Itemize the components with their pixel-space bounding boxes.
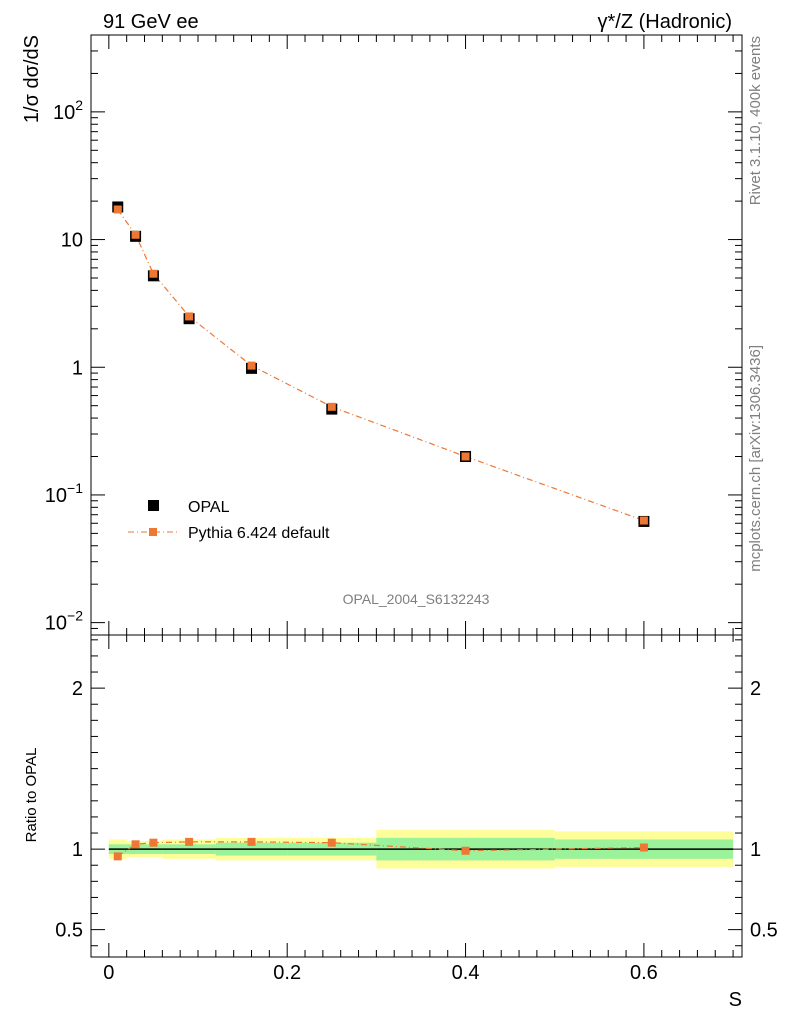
main-ytick-label: 102 (53, 97, 83, 124)
ratio-mc-line (117, 841, 644, 857)
mc-point (131, 230, 140, 239)
mc-point (327, 402, 336, 411)
ratio-mc-point (247, 837, 256, 846)
mc-point (461, 452, 470, 461)
legend-marker-pythia (149, 528, 157, 536)
ratio-ytick-label-right: 1 (750, 839, 761, 861)
ratio-mc-point (327, 838, 336, 847)
header-right: γ*/Z (Hadronic) (598, 11, 732, 33)
mcplots-info: mcplots.cern.ch [arXiv:1306.3436] (747, 345, 764, 572)
main-ytick-label: 1 (72, 357, 83, 379)
main-axis-ticks: 10−2 10−1 1 10 102 (45, 34, 742, 636)
mc-point (247, 361, 256, 370)
mc-point (185, 312, 194, 321)
ratio-mc-point (461, 846, 470, 855)
main-ytick-label: 10−1 (45, 480, 83, 507)
x-axis-label: S (729, 989, 742, 1011)
legend-item-pythia: Pythia 6.424 default (128, 525, 330, 542)
ratio-ytick-label-left: 2 (72, 678, 83, 700)
ratio-ytick-label-right: 2 (750, 678, 761, 700)
legend: OPAL Pythia 6.424 default (128, 499, 330, 542)
mc-point (639, 516, 648, 525)
x-tick-label: 0.4 (452, 962, 480, 984)
legend-label-opal: OPAL (188, 499, 230, 516)
header-left: 91 GeV ee (103, 11, 199, 33)
ratio-plot-area (108, 829, 734, 869)
main-ytick-label: 10 (61, 230, 83, 252)
ratio-mc-point (185, 837, 194, 846)
ratio-mc-point (131, 840, 140, 849)
legend-item-opal: OPAL (148, 499, 230, 516)
ratio-ytick-label-right: 0.5 (750, 920, 778, 942)
ratio-mc-point (149, 838, 158, 847)
x-tick-label: 0 (103, 962, 114, 984)
ratio-ylabel: Ratio to OPAL (23, 748, 40, 843)
main-panel: 10−2 10−1 1 10 102 1/σ dσ/dS OPAL_2004_S6132… (21, 34, 743, 636)
rivet-info: Rivet 3.1.10, 400k events (747, 36, 764, 205)
ratio-ytick-label-left: 1 (72, 839, 83, 861)
mc-point (113, 205, 122, 214)
ratio-mc-point (113, 852, 122, 861)
ratio-ytick-label-left: 0.5 (55, 920, 83, 942)
ratio-panel: 0.5 0.5 1 1 2 2 0 0.2 0.4 0.6 Ratio to OPAL S (23, 634, 778, 1011)
main-ylabel: 1/σ dσ/dS (21, 35, 43, 123)
main-ytick-label: 10−2 (45, 608, 83, 635)
mc-line (117, 209, 645, 522)
mc-point (149, 269, 158, 278)
ratio-axis-ticks: 0.5 0.5 1 1 2 2 0 0.2 0.4 0.6 (55, 635, 778, 984)
legend-marker-opal (148, 500, 159, 511)
ratio-mc-point (639, 843, 648, 852)
analysis-annotation: OPAL_2004_S6132243 (343, 591, 490, 607)
legend-label-pythia: Pythia 6.424 default (188, 525, 330, 542)
x-tick-label: 0.6 (630, 962, 658, 984)
x-tick-label: 0.2 (273, 962, 301, 984)
main-plot-area (112, 201, 650, 527)
main-frame (90, 34, 743, 636)
ratio-frame (90, 634, 743, 958)
